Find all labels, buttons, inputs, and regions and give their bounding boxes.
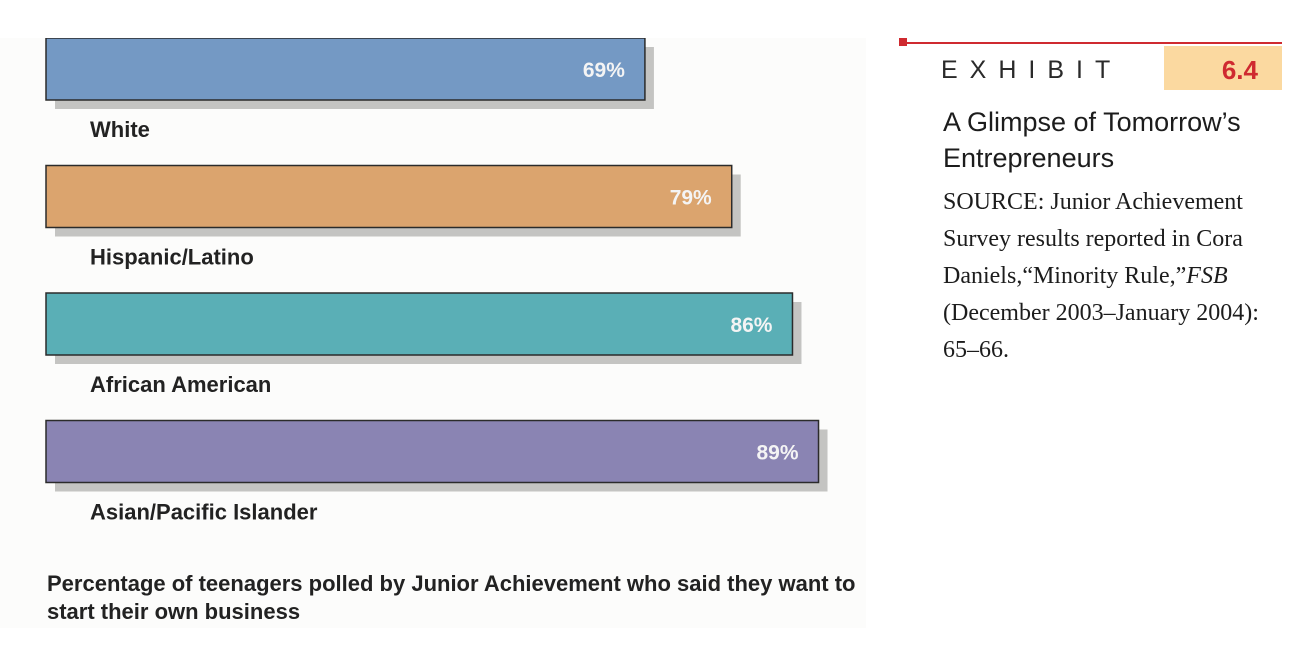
- bar-asian-pacific-islander: [45, 419, 820, 484]
- category-label-white: White: [90, 117, 150, 142]
- exhibit-source-text: SOURCE: Junior Achievement Survey result…: [943, 189, 1243, 289]
- exhibit-number-box: [1164, 46, 1282, 90]
- bar-value-label-hispanic-latino: 79%: [670, 187, 712, 210]
- bar-value-label-asian-pacific-islander: 89%: [756, 442, 798, 465]
- exhibit-source-details: (December 2003–January 2004): 65–66.: [943, 300, 1259, 363]
- bar-african-american: [45, 292, 794, 356]
- exhibit-label: EXHIBIT: [941, 56, 1123, 84]
- exhibit-source: SOURCE: Junior Achievement Survey result…: [943, 184, 1293, 369]
- chart-caption: Percentage of teenagers polled by Junior…: [47, 571, 856, 624]
- category-label-african-american: African American: [90, 372, 271, 397]
- exhibit-title: A Glimpse of Tomorrow’s Entrepreneurs: [943, 107, 1241, 173]
- category-label-hispanic-latino: Hispanic/Latino: [90, 245, 254, 270]
- bar-value-label-white: 69%: [583, 59, 625, 82]
- bar-value-label-african-american: 86%: [730, 314, 772, 337]
- bar-hispanic-latino: [45, 164, 733, 229]
- exhibit-source-publication: FSB: [1186, 263, 1228, 289]
- chart-panel: 69% White 79% Hispanic/Latino 86% African Ame…: [0, 38, 866, 628]
- bar-chart: 69% White 79% Hispanic/Latino 86% African Ame…: [45, 38, 828, 525]
- category-label-asian-pacific-islander: Asian/Pacific Islander: [90, 500, 318, 525]
- bar-white: [45, 38, 646, 101]
- exhibit-rule: [904, 42, 1282, 44]
- exhibit-number: 6.4: [1221, 55, 1258, 85]
- exhibit-rule-marker: [899, 38, 907, 46]
